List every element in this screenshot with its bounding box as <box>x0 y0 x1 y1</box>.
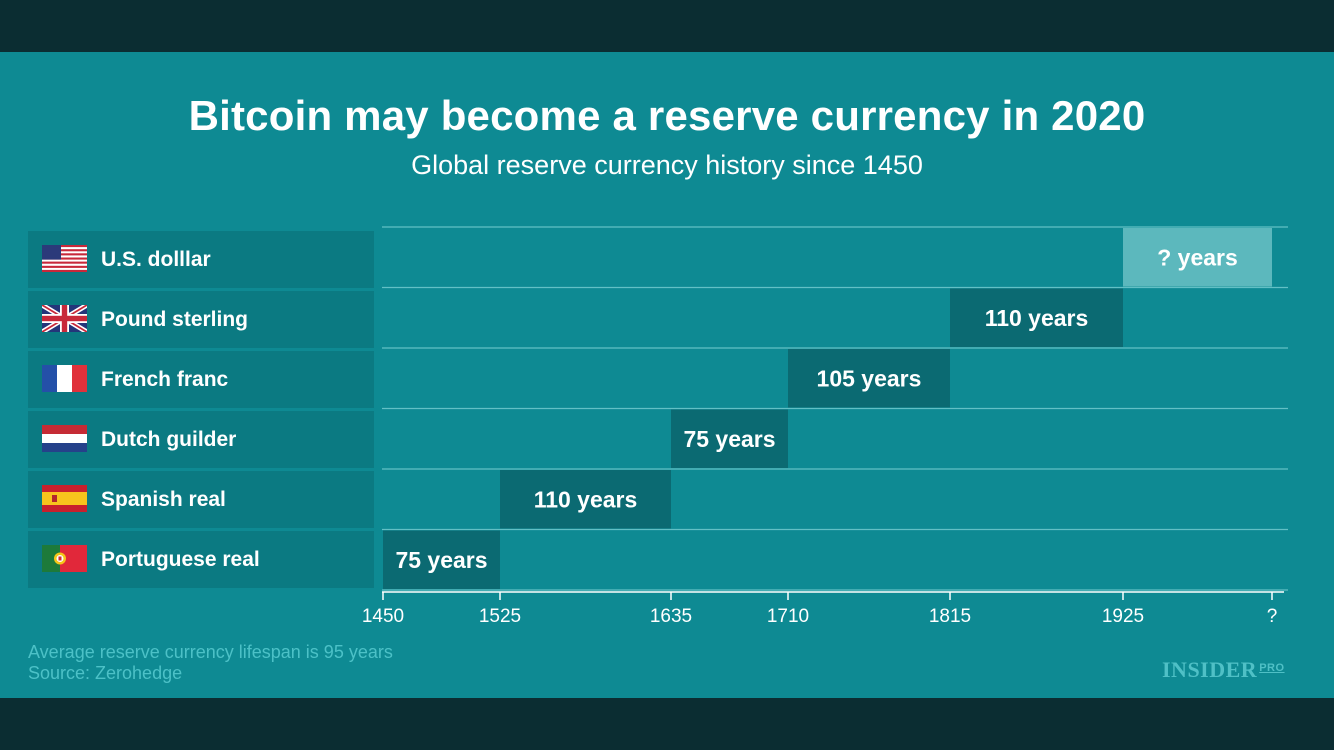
row-label-text: Pound sterling <box>101 308 248 331</box>
row-label-spanish-real: Spanish real <box>28 471 374 528</box>
brand-name: INSIDER <box>1162 657 1258 682</box>
row-label-dutch-guilder: Dutch guilder <box>28 411 374 468</box>
bar-data-label: 75 years <box>395 547 487 573</box>
bar-data-label: ? years <box>1157 244 1238 270</box>
spain-flag-icon <box>42 485 87 512</box>
x-tick-label: 1710 <box>767 606 809 627</box>
bottom-letterbox <box>0 698 1334 750</box>
x-tick-label: 1635 <box>650 606 692 627</box>
average-lifespan-note: Average reserve currency lifespan is 95 … <box>28 642 393 662</box>
us-flag-icon <box>42 245 87 272</box>
x-tick-label: 1815 <box>929 606 971 627</box>
x-tick-label: 1450 <box>362 606 404 627</box>
bar-data-label: 110 years <box>534 486 638 512</box>
bar-data-label: 110 years <box>985 305 1089 331</box>
bar-us <box>1123 228 1272 287</box>
france-flag-icon <box>42 365 87 392</box>
bar-netherlands <box>671 409 788 468</box>
row-label-french-franc: French franc <box>28 351 374 408</box>
bar-france <box>788 349 950 408</box>
portugal-flag-icon <box>42 545 87 572</box>
row-label-text: Portuguese real <box>101 548 260 571</box>
uk-flag-icon <box>42 305 87 332</box>
row-label-text: French franc <box>101 368 229 391</box>
timeline-chart: ? years 110 years 105 years 75 years 110 yea… <box>362 226 1288 627</box>
bar-data-label: 105 years <box>817 365 922 391</box>
netherlands-flag-icon <box>42 425 87 452</box>
row-label-pound-sterling: Pound sterling <box>28 291 374 348</box>
bar-data-label: 75 years <box>683 426 775 452</box>
insider-pro-logo: INSIDER PRO <box>1162 657 1285 683</box>
top-letterbox <box>0 0 1334 52</box>
x-tick-label: 1525 <box>479 606 521 627</box>
bar-portugal <box>383 530 500 589</box>
x-tick-label: 1925 <box>1102 606 1144 627</box>
row-label-us-dollar: U.S. dolllar <box>28 231 374 288</box>
row-label-text: Dutch guilder <box>101 428 237 451</box>
row-label-portuguese-real: Portuguese real <box>28 531 374 588</box>
row-label-text: Spanish real <box>101 488 226 511</box>
x-tick-label: ? <box>1267 606 1278 627</box>
bar-uk <box>950 288 1123 347</box>
source-note: Source: Zerohedge <box>28 663 183 683</box>
chart-title: Bitcoin may become a reserve currency in… <box>188 92 1146 139</box>
bar-spain <box>500 470 671 529</box>
brand-suffix: PRO <box>1259 662 1285 674</box>
row-label-text: U.S. dolllar <box>101 248 211 271</box>
chart-subtitle: Global reserve currency history since 14… <box>411 150 923 180</box>
